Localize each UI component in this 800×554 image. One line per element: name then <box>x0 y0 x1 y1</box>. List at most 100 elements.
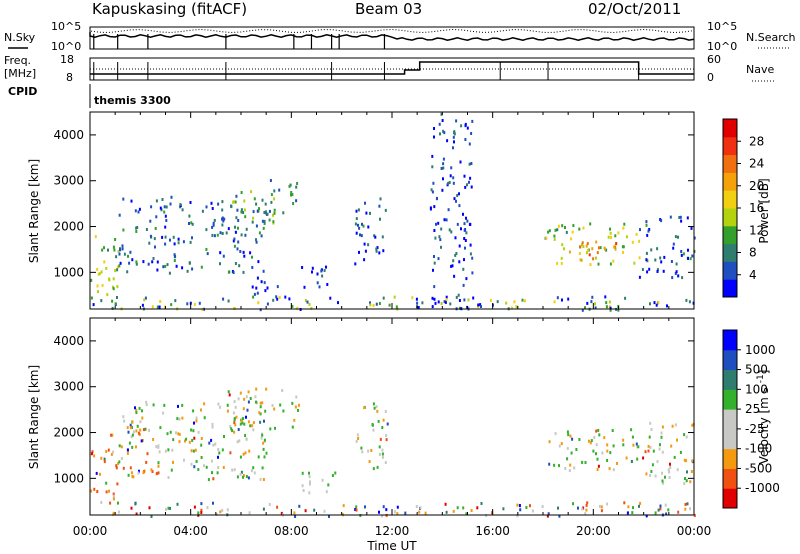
cell <box>442 162 445 166</box>
cell <box>545 236 548 240</box>
cell <box>372 304 375 307</box>
cell <box>371 423 374 427</box>
cell <box>259 412 262 416</box>
cell <box>686 216 689 220</box>
cell <box>385 438 388 442</box>
cell <box>654 258 657 262</box>
power-colorbar-tick-5: 24 <box>749 157 764 171</box>
cell <box>218 451 221 455</box>
velocity-colorbar-label: Velocity [m s -1] <box>756 370 771 465</box>
cell <box>240 470 243 474</box>
cell <box>118 444 121 448</box>
cell <box>139 428 142 432</box>
cell <box>521 298 524 302</box>
cell <box>452 509 455 513</box>
cell <box>108 278 111 282</box>
cell <box>236 475 239 479</box>
cell <box>361 450 364 454</box>
cell <box>236 247 239 251</box>
cell <box>378 510 380 514</box>
cell <box>130 506 133 510</box>
cell <box>107 248 109 252</box>
cell <box>273 208 276 212</box>
cell <box>151 260 154 264</box>
nsearch-tick-top: 10^5 <box>707 20 737 33</box>
cell <box>245 415 247 419</box>
cell <box>115 464 118 468</box>
cell <box>94 235 97 239</box>
cell <box>113 248 116 252</box>
cell <box>131 420 134 424</box>
cell <box>553 234 556 238</box>
cell <box>396 512 399 516</box>
cell <box>295 199 298 203</box>
velocity-colorbar-swatch <box>723 369 737 390</box>
cell <box>301 266 304 269</box>
cell <box>354 222 357 226</box>
cell <box>674 235 677 239</box>
cell <box>252 466 255 470</box>
cell <box>680 253 683 257</box>
cell <box>611 429 614 432</box>
cell <box>170 195 173 199</box>
ytick-label-2: 3000 <box>53 380 84 394</box>
nsky-tick-bottom: 10^0 <box>51 40 81 53</box>
velocity-colorbar-tick-1: -500 <box>745 461 772 475</box>
cell <box>463 298 466 302</box>
cell <box>278 188 281 192</box>
cell <box>121 247 124 251</box>
cell <box>150 515 153 518</box>
cell <box>656 270 659 273</box>
cell <box>448 181 451 184</box>
cell <box>448 228 451 232</box>
cell <box>638 504 640 508</box>
cell <box>240 191 243 194</box>
cell <box>194 448 197 452</box>
cell <box>671 276 674 280</box>
cell <box>191 236 193 240</box>
cell <box>135 262 138 266</box>
cell <box>243 397 246 401</box>
cell <box>227 299 230 303</box>
cell <box>441 119 444 122</box>
cell <box>301 484 304 488</box>
cell <box>372 428 375 432</box>
cell <box>185 437 188 441</box>
cell <box>465 277 468 281</box>
cell <box>176 502 179 506</box>
cell <box>666 304 668 308</box>
cell <box>677 274 680 278</box>
cell <box>159 300 162 303</box>
cell <box>219 251 222 255</box>
cell <box>245 395 248 399</box>
cell <box>686 470 688 474</box>
cell <box>601 451 604 455</box>
cell <box>128 441 131 445</box>
cell <box>464 138 467 141</box>
cell <box>639 501 642 505</box>
cell <box>378 204 381 208</box>
cell <box>247 390 250 394</box>
cell <box>110 433 113 437</box>
cell <box>252 421 255 425</box>
freq-dips <box>93 62 640 80</box>
cell <box>98 472 101 476</box>
cell <box>303 285 306 289</box>
cell <box>211 207 214 210</box>
cell <box>264 289 267 293</box>
cell <box>491 511 494 515</box>
cell <box>357 223 359 227</box>
cell <box>282 211 285 215</box>
cell <box>275 295 278 299</box>
cell <box>265 451 268 455</box>
cell <box>377 419 380 423</box>
velocity-colorbar-swatch <box>723 330 737 351</box>
cell <box>217 448 220 451</box>
cell <box>162 265 165 269</box>
cell <box>671 424 674 428</box>
cell <box>445 510 448 514</box>
xtick-label-6: 00:00 <box>677 524 712 538</box>
cell <box>631 435 634 439</box>
cell <box>122 466 125 470</box>
cell <box>261 401 264 405</box>
